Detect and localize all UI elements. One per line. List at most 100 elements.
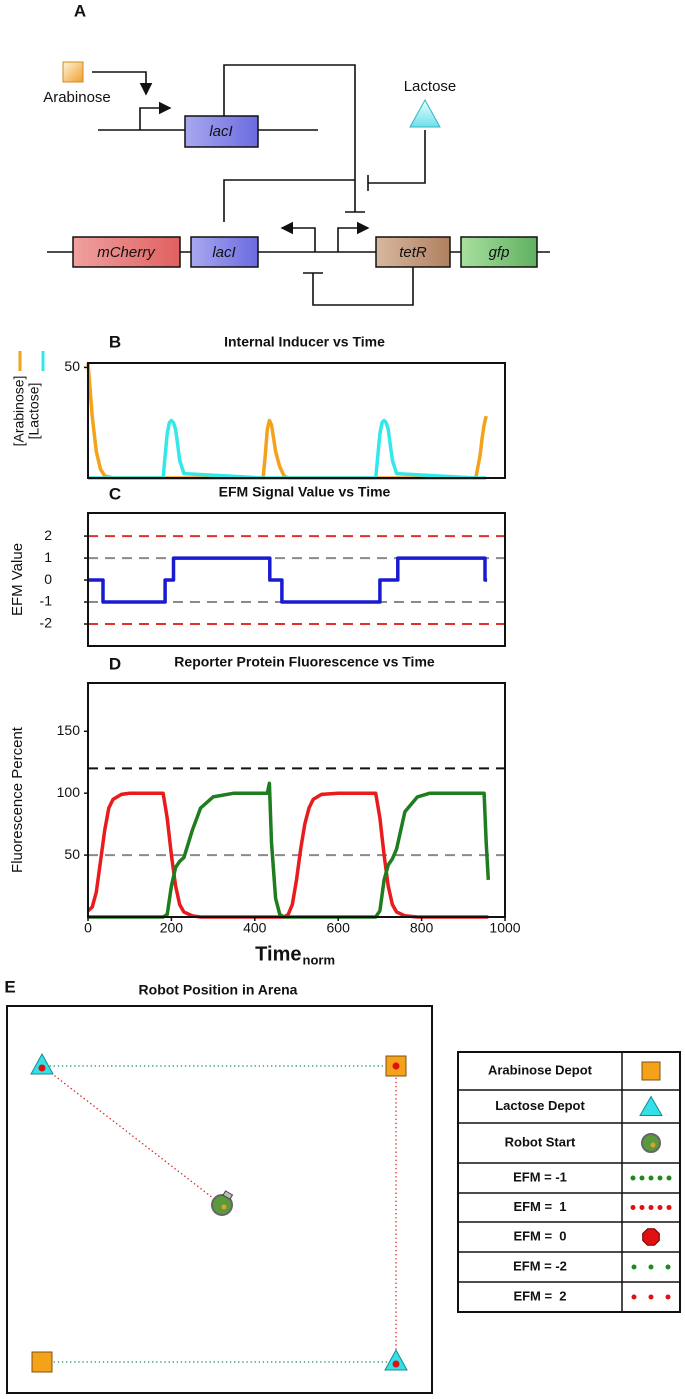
lactose-depot [30, 1052, 54, 1075]
series-line [86, 362, 488, 480]
legend-icon [630, 1205, 636, 1210]
legend-icon [665, 1264, 671, 1270]
y-tick-label: 50 [64, 358, 80, 374]
arena [6, 1005, 433, 1394]
legend-icon [648, 1205, 654, 1210]
x-tick-label: 1000 [489, 920, 520, 936]
y-tick-label: 2 [44, 527, 52, 543]
y-tick-label: -1 [40, 593, 53, 609]
x-tick-label: 400 [243, 920, 267, 936]
legend-icon [639, 1095, 663, 1116]
gene-label: mCherry [97, 244, 156, 261]
legend-icon [641, 1133, 661, 1153]
legend-table [457, 1051, 681, 1313]
robot-marker [392, 1360, 400, 1368]
y-tick-label: 0 [44, 571, 52, 587]
gene-box [460, 236, 538, 268]
promoter [139, 101, 172, 130]
promoter [280, 221, 316, 252]
y-tick-label: 50 [64, 846, 80, 862]
x-axis-label: Time [255, 943, 301, 965]
panel-a: A Arabinose lacI Lactose mCherry lacI te… [43, 1, 550, 306]
arena-title: Robot Position in Arena [139, 982, 298, 998]
legend-icon [650, 1142, 656, 1148]
legend-icon [642, 1228, 660, 1246]
legend-icon [657, 1205, 663, 1210]
gene-label: gfp [489, 244, 510, 261]
legend-icon [630, 1175, 636, 1181]
repression [312, 267, 414, 306]
legend-icon [666, 1205, 672, 1210]
panel-label: C [109, 484, 121, 503]
arrow [92, 71, 153, 96]
legend-text: EFM = -1 [513, 1169, 567, 1184]
legend-icon [641, 1061, 661, 1081]
gene-box [184, 115, 259, 148]
robot-start [211, 1190, 234, 1216]
y-axis-label: EFM Value [9, 543, 26, 616]
gene-box [190, 236, 259, 268]
arabinose-depot [31, 1351, 53, 1373]
lactose-icon [409, 98, 441, 128]
series-line [88, 781, 491, 919]
panel-e: Robot Position in Arena Arabinose Depot L… [6, 982, 681, 1394]
legend-icon [631, 1264, 637, 1270]
legend-text: EFM = 0 [513, 1228, 566, 1243]
panel-label: A [74, 1, 86, 20]
series-line [88, 556, 488, 604]
repression [223, 179, 355, 222]
repression [223, 64, 356, 212]
gene-label: lacI [212, 244, 235, 261]
legend-icon [631, 1294, 637, 1300]
y-tick-label: 150 [57, 722, 81, 738]
legend-text: Lactose Depot [495, 1098, 585, 1113]
robot-marker [392, 1062, 400, 1070]
y-tick-label: 100 [57, 784, 81, 800]
arabinose-icon [62, 61, 84, 83]
inducer-label: Lactose [404, 78, 457, 95]
legend-icon [639, 1175, 645, 1181]
legend-text: Robot Start [505, 1134, 576, 1149]
x-axis-label-sub: norm [303, 952, 336, 967]
legend-label: [Lactose] [26, 383, 42, 440]
panel-label: D [109, 654, 121, 673]
promoter [337, 221, 370, 252]
legend-icon [648, 1264, 654, 1270]
plot-frame [87, 362, 506, 479]
legend-icon [657, 1175, 663, 1181]
legend-icon [665, 1294, 671, 1300]
lactose-depot [384, 1348, 408, 1371]
path-segment [41, 1065, 223, 1206]
gene-label: lacI [209, 123, 232, 140]
chart-title: EFM Signal Value vs Time [219, 484, 391, 500]
legend-text: EFM = 1 [513, 1199, 566, 1214]
legend-icon [648, 1294, 654, 1300]
panel-label: E [4, 977, 15, 996]
legend-icon [648, 1175, 654, 1181]
y-tick-label: -2 [40, 615, 53, 631]
series-line [88, 418, 487, 480]
legend-icon [666, 1175, 672, 1181]
legend-label: [Arabinose] [11, 376, 27, 447]
legend-text: EFM = -2 [513, 1258, 567, 1273]
legend-text: Arabinose Depot [488, 1062, 593, 1077]
y-axis-label: Fluorescence Percent [9, 726, 26, 873]
repression [368, 130, 426, 184]
y-tick-label: 1 [44, 549, 52, 565]
x-tick-label: 800 [410, 920, 434, 936]
legend-text: EFM = 2 [513, 1288, 566, 1303]
chart-title: Reporter Protein Fluorescence vs Time [174, 654, 435, 670]
legend-icon [639, 1205, 645, 1210]
plot-frame [87, 512, 506, 647]
x-tick-label: 0 [84, 920, 92, 936]
plot-frame [87, 682, 506, 918]
panel-label: B [109, 332, 121, 351]
x-tick-label: 600 [327, 920, 351, 936]
chart-title: Internal Inducer vs Time [224, 334, 385, 350]
gene-label: tetR [399, 244, 427, 261]
gene-box [72, 236, 181, 268]
x-tick-label: 200 [160, 920, 184, 936]
robot-marker [38, 1064, 46, 1072]
inducer-label: Arabinose [43, 89, 111, 106]
